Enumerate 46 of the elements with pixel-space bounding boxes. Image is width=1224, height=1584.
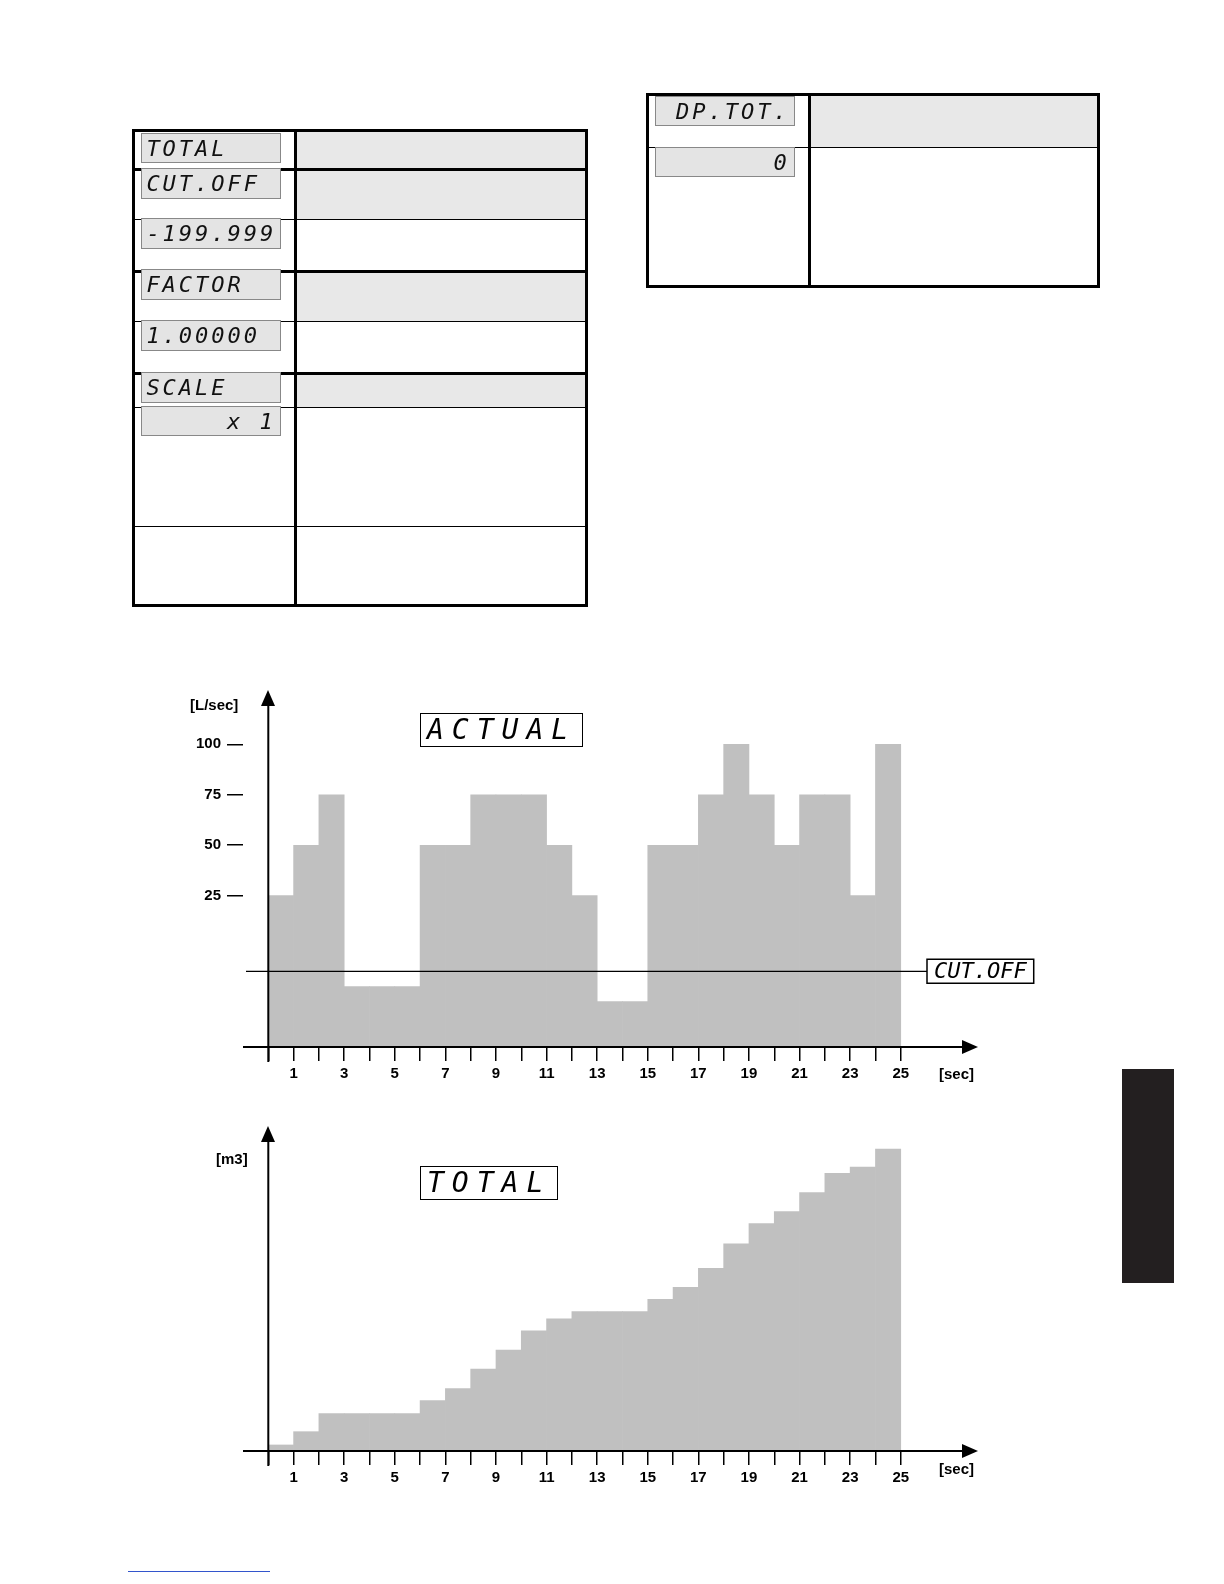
x-tick-label: 13 <box>588 1468 606 1486</box>
x-tick-label: 3 <box>340 1468 349 1486</box>
text: x 1 <box>141 405 281 437</box>
x-tick-label: 13 <box>588 1064 606 1082</box>
text: SCALE <box>141 371 281 403</box>
x-tick-label: 15 <box>639 1064 657 1082</box>
x-tick-label: 7 <box>441 1064 450 1082</box>
x-tick-label: 9 <box>491 1468 501 1486</box>
x-tick-label: 5 <box>390 1064 399 1082</box>
x-tick-label: 5 <box>390 1468 399 1486</box>
text: 1.00000 <box>141 320 281 352</box>
x-tick-label: 25 <box>892 1468 910 1486</box>
text: FACTOR <box>141 268 281 300</box>
x-tick-label: 23 <box>841 1064 859 1082</box>
x-tick-label: 1 <box>289 1468 298 1486</box>
x-tick-label: 17 <box>690 1468 707 1486</box>
x-tick-label: 19 <box>740 1468 758 1486</box>
text: 0 <box>655 147 795 177</box>
y-tick-label: 25 <box>204 885 221 903</box>
x-tick-label: 3 <box>340 1064 349 1082</box>
chart-title: ACTUAL <box>420 713 584 747</box>
y-axis-title: [m3] <box>216 1150 248 1167</box>
x-tick-label: 11 <box>538 1064 555 1082</box>
x-tick-label: 9 <box>491 1064 501 1082</box>
y-tick-label: 100 <box>195 734 221 752</box>
text: DP.TOT. <box>655 95 795 127</box>
x-tick-label: 1 <box>289 1064 298 1082</box>
x-tick-label: 21 <box>791 1468 808 1486</box>
text: -199.999 <box>141 218 281 250</box>
text: TOTAL <box>141 133 281 163</box>
x-tick-label: 17 <box>690 1064 707 1082</box>
x-tick-label: 25 <box>892 1064 910 1082</box>
x-tick-label: 11 <box>538 1468 555 1486</box>
x-axis-title: [sec] <box>939 1065 975 1082</box>
x-tick-label: 19 <box>740 1064 758 1082</box>
x-tick-label: 7 <box>441 1468 450 1486</box>
x-tick-label: 21 <box>791 1064 808 1082</box>
y-axis-title: [L/sec] <box>190 696 239 713</box>
x-tick-label: 23 <box>841 1468 859 1486</box>
ref-line-label: CUT.OFF <box>934 958 1028 984</box>
y-tick-label: 50 <box>204 835 221 853</box>
text: TOTAL <box>420 1166 559 1200</box>
text: CUT.OFF <box>141 167 281 199</box>
y-tick-label: 75 <box>204 784 221 802</box>
x-tick-label: 15 <box>639 1468 657 1486</box>
x-axis-title: [sec] <box>939 1460 975 1477</box>
